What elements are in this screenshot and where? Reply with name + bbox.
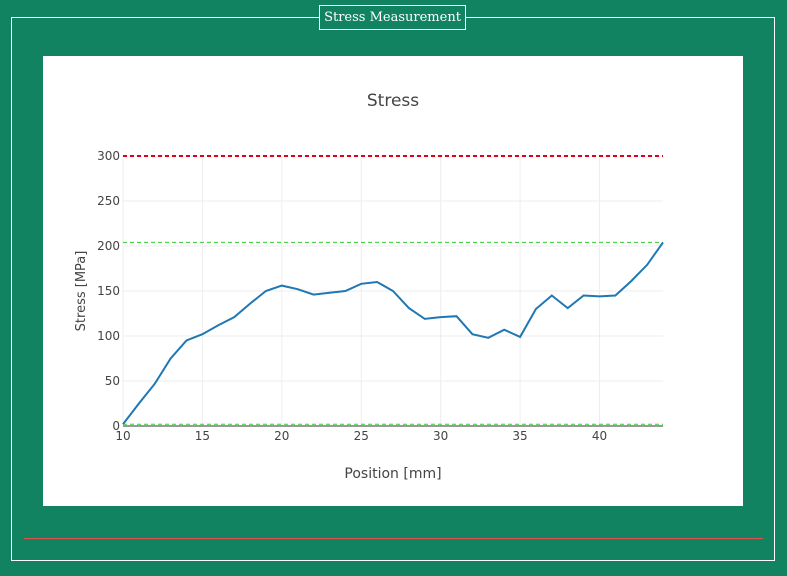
window-title: Stress Measurement xyxy=(319,5,466,30)
chart-title: Stress xyxy=(367,91,419,111)
y-tick-label-0: 0 xyxy=(112,419,120,433)
x-tick-label-1: 15 xyxy=(195,429,210,443)
y-tick-label-1: 50 xyxy=(105,374,120,388)
x-tick-label-5: 35 xyxy=(512,429,527,443)
reference-lines xyxy=(123,155,663,425)
x-tick-labels: 10 15 20 25 30 35 40 xyxy=(115,429,607,443)
grid xyxy=(122,155,663,427)
y-tick-label-4: 200 xyxy=(97,239,120,253)
stress-series-line xyxy=(122,241,664,425)
y-tick-label-6: 300 xyxy=(97,149,120,163)
y-tick-label-3: 150 xyxy=(97,284,120,298)
bottom-divider xyxy=(24,538,763,539)
x-tick-label-3: 25 xyxy=(354,429,369,443)
y-tick-labels: 0 50 100 150 200 250 300 xyxy=(97,149,120,433)
y-tick-label-2: 100 xyxy=(97,329,120,343)
y-axis-label: Stress [MPa] xyxy=(74,251,89,332)
y-tick-label-5: 250 xyxy=(97,194,120,208)
x-tick-label-0: 10 xyxy=(115,429,130,443)
stress-chart: Stress 10 15 20 25 30 35 40 0 50 100 150 200 250 300… xyxy=(74,91,664,482)
x-tick-label-6: 40 xyxy=(592,429,607,443)
x-tick-label-4: 30 xyxy=(433,429,448,443)
x-axis-label: Position [mm] xyxy=(344,466,441,482)
x-tick-label-2: 20 xyxy=(274,429,289,443)
chart-panel: Stress 10 15 20 25 30 35 40 0 50 100 150 200 250 300… xyxy=(43,56,743,506)
